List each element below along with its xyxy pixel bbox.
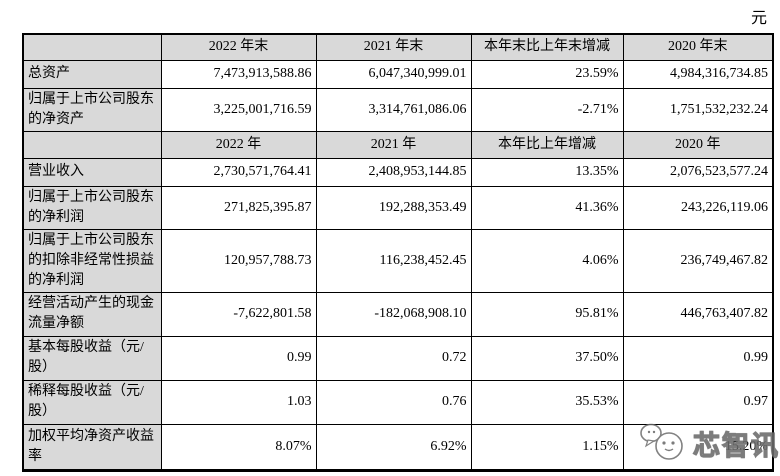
cell-value: 1.03 — [160, 379, 317, 425]
table-row-deducted-net-profit: 归属于上市公司股东的扣除非经常性损益的净利润 120,957,788.73 11… — [22, 228, 774, 293]
row-label: 基本每股收益（元/股） — [22, 335, 162, 381]
cell-value: 243,226,119.06 — [622, 185, 774, 230]
cell-value: 13.35% — [470, 157, 624, 187]
cell-value: 3,314,761,086.06 — [315, 87, 472, 132]
cell-value: -7,622,801.58 — [160, 291, 317, 337]
row-label: 加权平均净资产收益率 — [22, 423, 162, 471]
row-label: 稀释每股收益（元/股） — [22, 379, 162, 425]
cell-value: 41.36% — [470, 185, 624, 230]
table-row-weighted-avg-roe: 加权平均净资产收益率 8.07% 6.92% 1.15% 15.20% — [22, 423, 774, 471]
cell-value: 2,076,523,577.24 — [622, 157, 774, 187]
cell-value: 1.15% — [470, 423, 624, 471]
cell-value: 4,984,316,734.85 — [622, 59, 774, 89]
cell-value: -2.71% — [470, 87, 624, 132]
row-label: 归属于上市公司股东的净利润 — [22, 185, 162, 230]
table-row-revenue: 营业收入 2,730,571,764.41 2,408,953,144.85 1… — [22, 157, 774, 187]
column-header-2020: 2020 年 — [622, 130, 774, 159]
row-label: 经营活动产生的现金流量净额 — [22, 291, 162, 337]
table-header-row-year: 2022 年 2021 年 本年比上年增减 2020 年 — [22, 130, 774, 159]
financial-summary-table: 2022 年末 2021 年末 本年末比上年末增减 2020 年末 总资产 7,… — [22, 33, 774, 472]
cell-value: 0.97 — [622, 379, 774, 425]
table-row-total-assets: 总资产 7,473,913,588.86 6,047,340,999.01 23… — [22, 59, 774, 89]
currency-unit-label: 元 — [750, 10, 768, 27]
table-row-net-profit: 归属于上市公司股东的净利润 271,825,395.87 192,288,353… — [22, 185, 774, 230]
cell-value: 120,957,788.73 — [160, 228, 317, 293]
row-label: 归属于上市公司股东的扣除非经常性损益的净利润 — [22, 228, 162, 293]
cell-value: -182,068,908.10 — [315, 291, 472, 337]
cell-value: 23.59% — [470, 59, 624, 89]
column-header-2021: 2021 年 — [315, 130, 472, 159]
cell-value: 0.99 — [160, 335, 317, 381]
column-header-2022-end: 2022 年末 — [160, 33, 317, 61]
table-header-row-yearend: 2022 年末 2021 年末 本年末比上年末增减 2020 年末 — [22, 33, 774, 61]
column-header-blank — [22, 130, 162, 159]
table-row-net-assets: 归属于上市公司股东的净资产 3,225,001,716.59 3,314,761… — [22, 87, 774, 132]
cell-value: 7,473,913,588.86 — [160, 59, 317, 89]
column-header-blank — [22, 33, 162, 61]
cell-value: 15.20% — [622, 423, 774, 471]
row-label: 总资产 — [22, 59, 162, 89]
cell-value: 271,825,395.87 — [160, 185, 317, 230]
cell-value: 35.53% — [470, 379, 624, 425]
cell-value: 37.50% — [470, 335, 624, 381]
column-header-2021-end: 2021 年末 — [315, 33, 472, 61]
cell-value: 6.92% — [315, 423, 472, 471]
column-header-yoy: 本年比上年增减 — [470, 130, 624, 159]
cell-value: 116,238,452.45 — [315, 228, 472, 293]
cell-value: 3,225,001,716.59 — [160, 87, 317, 132]
cell-value: 0.76 — [315, 379, 472, 425]
table-row-diluted-eps: 稀释每股收益（元/股） 1.03 0.76 35.53% 0.97 — [22, 379, 774, 425]
cell-value: 6,047,340,999.01 — [315, 59, 472, 89]
cell-value: 95.81% — [470, 291, 624, 337]
row-label: 营业收入 — [22, 157, 162, 187]
column-header-2020-end: 2020 年末 — [622, 33, 774, 61]
table-row-operating-cashflow: 经营活动产生的现金流量净额 -7,622,801.58 -182,068,908… — [22, 291, 774, 337]
cell-value: 192,288,353.49 — [315, 185, 472, 230]
cell-value: 236,749,467.82 — [622, 228, 774, 293]
cell-value: 2,408,953,144.85 — [315, 157, 472, 187]
cell-value: 8.07% — [160, 423, 317, 471]
cell-value: 4.06% — [470, 228, 624, 293]
row-label: 归属于上市公司股东的净资产 — [22, 87, 162, 132]
cell-value: 1,751,532,232.24 — [622, 87, 774, 132]
table-row-basic-eps: 基本每股收益（元/股） 0.99 0.72 37.50% 0.99 — [22, 335, 774, 381]
cell-value: 0.72 — [315, 335, 472, 381]
cell-value: 0.99 — [622, 335, 774, 381]
cell-value: 2,730,571,764.41 — [160, 157, 317, 187]
cell-value: 446,763,407.82 — [622, 291, 774, 337]
column-header-yoy-end: 本年末比上年末增减 — [470, 33, 624, 61]
column-header-2022: 2022 年 — [160, 130, 317, 159]
